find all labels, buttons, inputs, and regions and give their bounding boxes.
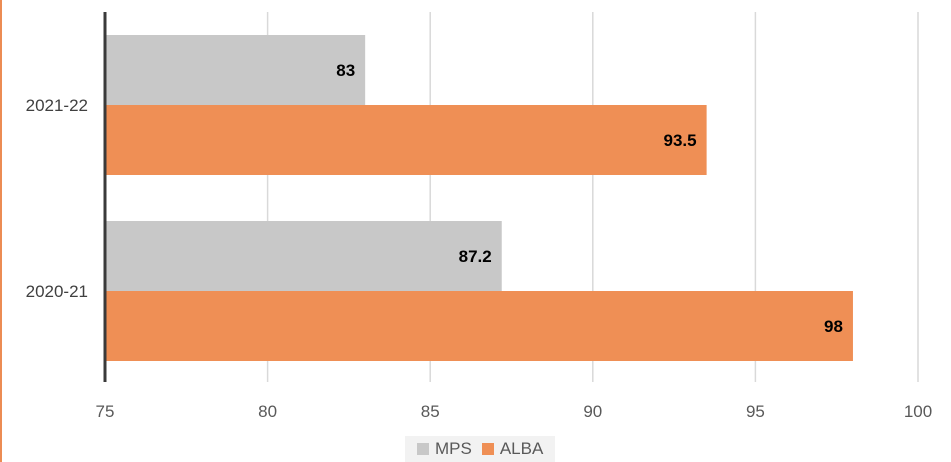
legend-label-mps: MPS	[435, 439, 472, 458]
chart-frame-edge	[0, 0, 2, 462]
bars: 83 93.5 87.2 98	[105, 35, 853, 361]
data-label-mps-2021-22: 83	[336, 61, 355, 80]
legend-swatch-alba	[481, 443, 494, 455]
x-tick-label-90: 90	[583, 402, 602, 421]
bar-mps-2020-21	[105, 221, 502, 291]
data-label-mps-2020-21: 87.2	[459, 247, 492, 266]
legend-item-alba: ALBA	[481, 439, 544, 459]
data-label-alba-2020-21: 98	[824, 317, 843, 336]
y-category-label-2021-22: 2021-22	[26, 96, 88, 115]
x-tick-label-75: 75	[96, 402, 115, 421]
y-category-label-2020-21: 2020-21	[26, 282, 88, 301]
legend-label-alba: ALBA	[499, 439, 544, 458]
x-tick-label-100: 100	[904, 402, 932, 421]
legend: MPS ALBA	[405, 436, 555, 462]
y-axis-categories: 2021-22 2020-21	[26, 96, 88, 301]
bar-mps-2021-22	[105, 35, 366, 105]
legend-item-mps: MPS	[417, 439, 472, 459]
bar-alba-2020-21	[105, 291, 853, 361]
data-label-alba-2021-22: 93.5	[664, 131, 697, 150]
bar-alba-2021-22	[105, 105, 707, 175]
legend-swatch-mps	[417, 443, 429, 455]
x-tick-label-95: 95	[746, 402, 765, 421]
x-tick-label-80: 80	[258, 402, 277, 421]
x-tick-label-85: 85	[421, 402, 440, 421]
x-axis-ticks: 75 80 85 90 95 100	[96, 402, 933, 421]
